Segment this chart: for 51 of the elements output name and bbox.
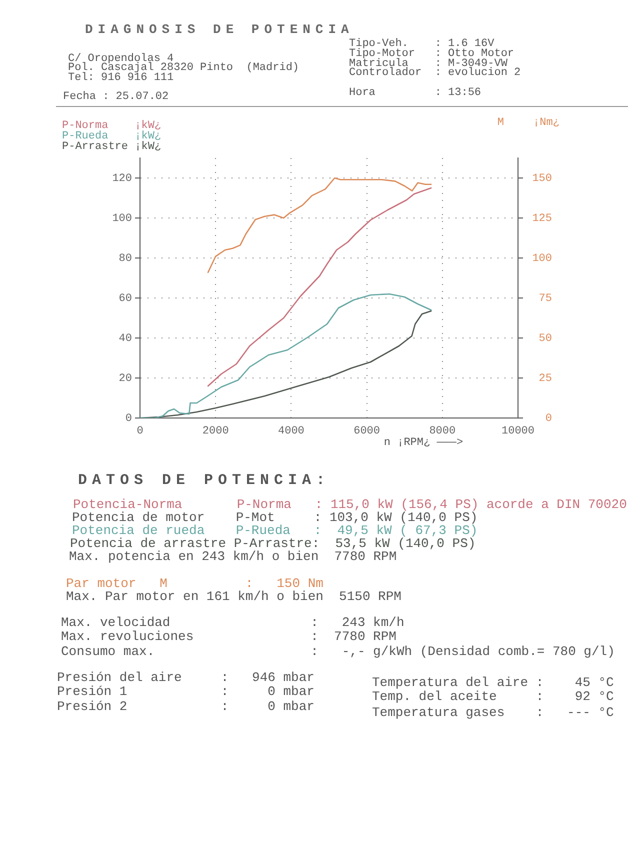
text: Temperatura gases : --- °C [372,704,614,720]
text: Tipo-Motor : Otto Motor [349,48,514,60]
y2-axis-title: ¡Nm¿ [533,116,560,129]
x-tick-label: 10000 [501,426,535,438]
y2-tick-label: 75 [538,292,552,305]
y-tick-label: 120 [112,172,132,185]
text: Presión 2 : 0 mbar [57,698,314,714]
y-tick-label: 80 [118,252,132,265]
text: DATOS DE POTENCIA: [78,472,330,488]
text: Consumo max. : -,- g/kWh (Densidad comb.= 780 g/l) [61,644,615,658]
y2-tick-label: 50 [538,332,552,345]
text: P-Arrastre ¡kW¿ [62,140,162,153]
x-tick-label: 4000 [278,426,304,438]
text: Max. revoluciones : 7780 RPM [61,628,396,644]
y2-tick-label: 25 [538,372,552,385]
y-tick-label: 40 [118,332,132,345]
y-tick-label: 60 [118,292,132,305]
text: P-Rueda ¡kW¿ [62,130,162,142]
text: Temp. del aceite : 92 °C [372,688,614,704]
y-tick-label: 100 [112,212,132,225]
text: Presión del aire : 946 mbar [57,670,314,684]
text: Par motor M : 150 Nm [66,576,324,590]
x-tick-label: 0 [136,426,144,438]
text: M [497,116,504,129]
y2-tick-label: 100 [532,252,552,265]
text: Potencia de rueda P-Rueda : 49,5 kW ( 67,3 PS) [72,522,478,538]
text: Controlador : evolucion 2 [349,66,521,78]
text: P-Norma ¡kW¿ [62,120,162,132]
chart-title: DIAGNOSIS DE POTENCIA [85,22,354,37]
y-tick-label: 20 [118,372,132,385]
text: Potencia de motor P-Mot : 103,0 kW (140,0 PS) [72,510,478,524]
x-tick-label: 2000 [202,426,229,438]
text: Fecha : 25.07.02 [63,90,169,102]
text: Potencia-Norma P-Norma : 115,0 kW (156,4 PS) acorde a DIN 70020 [73,496,627,512]
y2-tick-label: 125 [532,212,552,225]
y2-tick-label: 150 [532,172,552,185]
x-tick-label: 6000 [354,426,380,438]
x-tick-label: 8000 [429,426,456,438]
text: Max. velocidad : 243 km/h [61,614,404,630]
text: Hora : 13:56 [349,86,482,98]
text: Pol. Cascajal 28320 Pinto (Madrid) [68,62,300,74]
text: Presión 1 : 0 mbar [57,684,314,698]
text: Max. potencia en 243 km/h o bien 7780 RPM [69,548,397,564]
y-tick-label: 0 [125,412,132,425]
text: Temperatura del aire : 45 °C [372,674,614,690]
text: Potencia de arrastre P-Arrastre: 53,5 kW (140,0 PS) [70,536,476,550]
text: Tel: 916 916 111 [68,72,174,84]
y2-tick-label: 0 [545,412,552,425]
text: Max. Par motor en 161 km/h o bien 5150 RPM [66,588,402,604]
text: Tipo-Veh. : 1.6 16V [349,38,494,50]
x-axis-title: n ¡RPM¿ ———> [384,436,464,449]
